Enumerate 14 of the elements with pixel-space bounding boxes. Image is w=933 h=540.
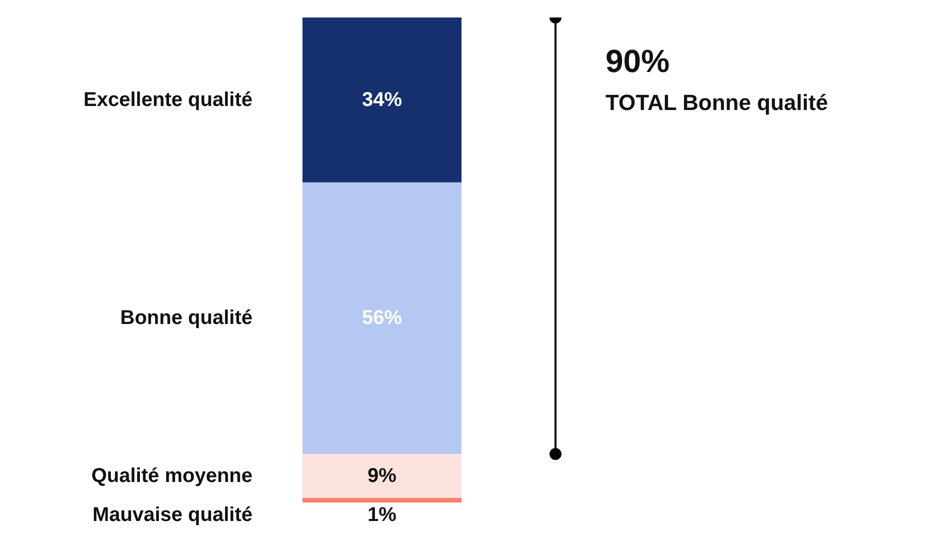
data-label: 1% <box>368 504 397 526</box>
data-label: 56% <box>362 307 402 330</box>
text: Bonne qualité <box>120 307 253 330</box>
text: Qualité moyenne <box>91 464 253 487</box>
bar <box>302 498 462 503</box>
bar <box>302 454 462 498</box>
text: TOTAL Bonne qualité <box>606 90 828 115</box>
bar <box>302 18 462 182</box>
bar <box>302 182 462 454</box>
text: Mauvaise qualité <box>92 504 253 526</box>
text: Excellente qualité <box>84 88 253 111</box>
text: 90% <box>606 43 670 80</box>
data-label: 9% <box>368 464 397 487</box>
data-label: 34% <box>362 88 402 111</box>
